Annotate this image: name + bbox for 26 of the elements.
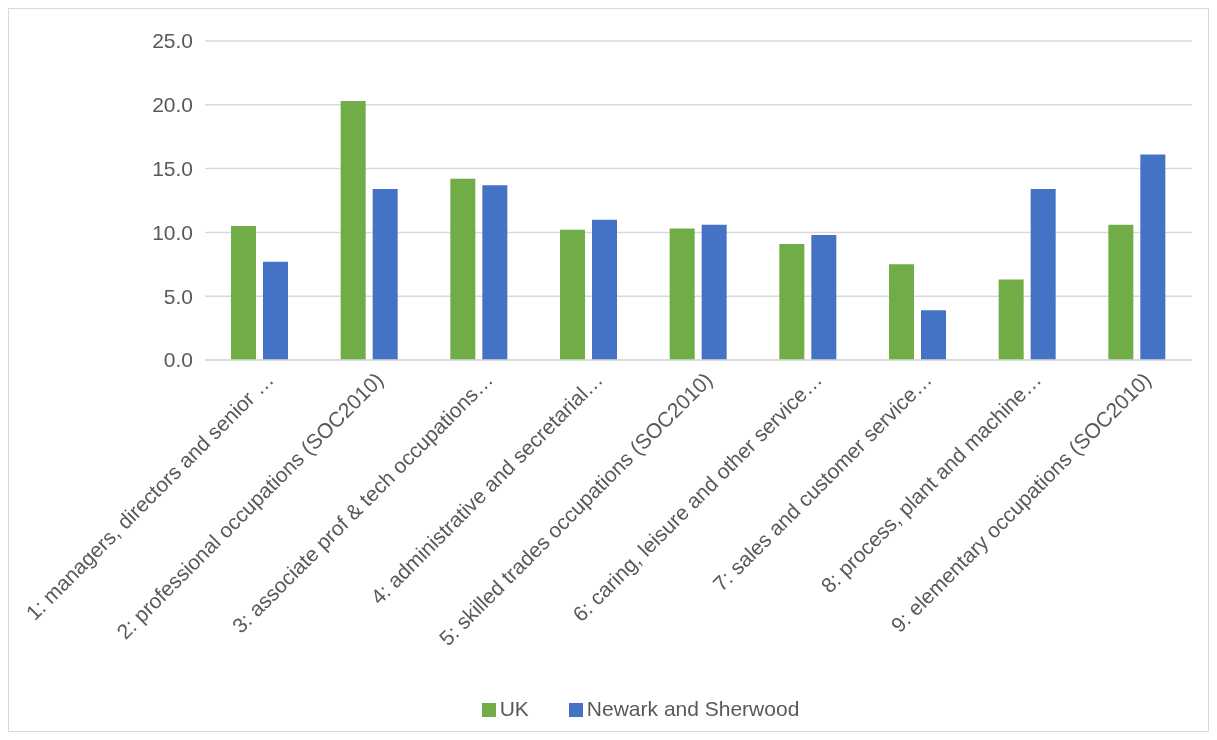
legend-label: Newark and Sherwood <box>586 697 800 720</box>
y-tick-label: 15.0 <box>152 157 193 181</box>
bar <box>560 229 585 360</box>
bar <box>450 178 476 360</box>
bar <box>372 189 398 360</box>
bar <box>921 310 946 360</box>
bar <box>998 279 1024 360</box>
legend-label: UK <box>499 697 529 720</box>
y-tick-label: 20.0 <box>152 93 193 117</box>
y-tick-label: 0.0 <box>163 348 193 372</box>
bar <box>340 100 366 360</box>
bar <box>1140 154 1166 360</box>
bar <box>1108 224 1134 360</box>
bar <box>779 243 805 360</box>
bar <box>263 261 288 360</box>
bar <box>592 219 617 360</box>
y-tick-label: 10.0 <box>152 220 193 244</box>
bar <box>482 185 508 360</box>
bar <box>811 234 837 360</box>
y-tick-label: 5.0 <box>163 284 193 308</box>
bar <box>701 224 727 360</box>
bar <box>669 228 695 360</box>
bar <box>889 264 914 360</box>
bar <box>1030 189 1056 360</box>
bar <box>231 226 256 360</box>
y-tick-label: 25.0 <box>152 29 193 53</box>
